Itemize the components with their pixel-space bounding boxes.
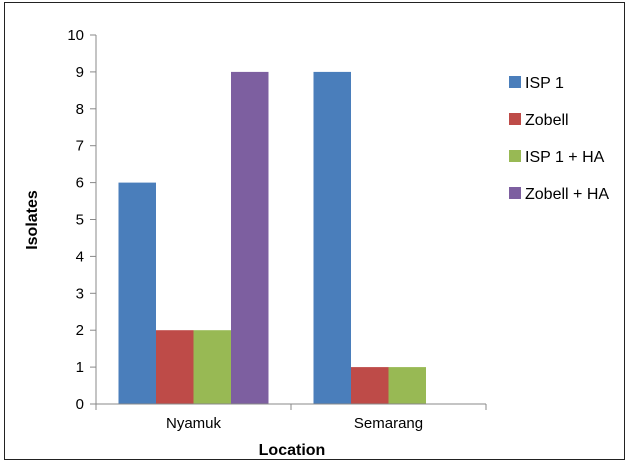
legend-swatch (509, 76, 521, 88)
legend: ISP 1 Zobell ISP 1 + HA Zobell + HA (509, 75, 609, 203)
bar (313, 71, 351, 405)
y-axis-title: Isolates (24, 190, 41, 250)
bar (231, 71, 269, 405)
legend-swatch (509, 113, 521, 125)
bar (118, 182, 156, 404)
y-tick-label: 5 (76, 212, 84, 229)
y-ticks-group: 0 1 2 3 4 5 6 7 8 9 10 (67, 27, 96, 413)
legend-label: Zobell + HA (525, 186, 609, 203)
legend-swatch (509, 187, 521, 199)
legend-label: Zobell (525, 112, 569, 129)
y-tick-label: 6 (76, 175, 84, 192)
x-tick-label: Nyamuk (166, 415, 222, 432)
y-tick-label: 7 (76, 138, 84, 155)
y-tick-label: 1 (76, 359, 84, 376)
y-tick-label: 0 (76, 396, 84, 413)
x-ticks-group: Nyamuk Semarang (95, 404, 487, 432)
bar (388, 367, 426, 404)
y-tick-label: 3 (76, 285, 84, 302)
y-tick-label: 2 (76, 322, 84, 339)
x-tick-label: Semarang (354, 415, 423, 432)
bar (156, 330, 194, 404)
y-tick-label: 8 (76, 101, 84, 118)
legend-swatch (509, 150, 521, 162)
y-tick-label: 9 (76, 64, 84, 81)
y-tick-label: 4 (76, 248, 84, 265)
legend-label: ISP 1 (525, 75, 564, 92)
legend-label: ISP 1 + HA (525, 149, 605, 166)
bar (193, 330, 231, 404)
bars-group (118, 71, 426, 405)
bar (351, 367, 389, 404)
x-axis-title: Location (259, 442, 326, 459)
y-tick-label: 10 (67, 27, 84, 44)
